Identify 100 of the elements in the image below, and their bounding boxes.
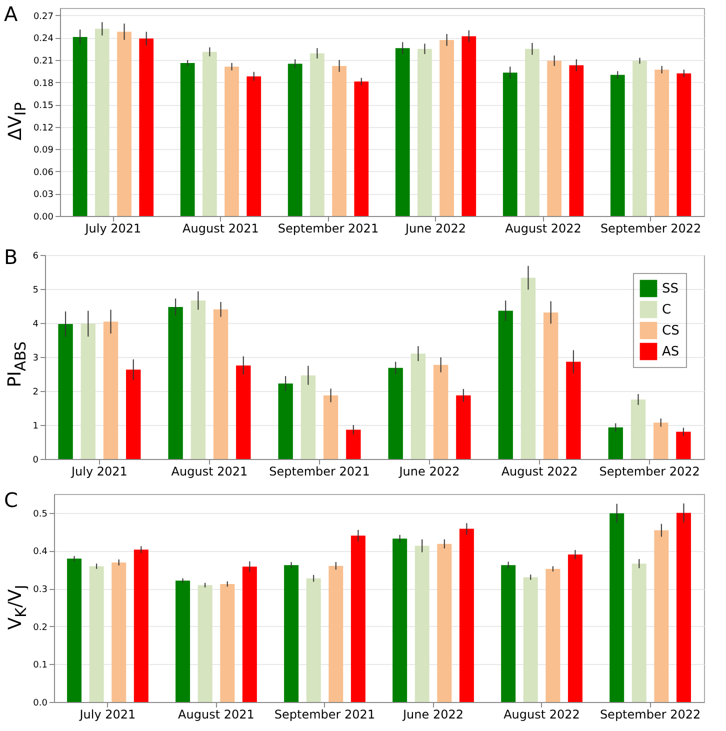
bar xyxy=(236,366,251,459)
y-tick-label: 0.24 xyxy=(33,34,54,44)
y-tick-label: 0.27 xyxy=(33,12,54,22)
y-tick-label: 5 xyxy=(32,286,38,296)
bar xyxy=(220,584,235,702)
bar xyxy=(246,76,262,216)
bar xyxy=(180,62,195,216)
x-tick-label: August 2022 xyxy=(504,708,580,722)
bar xyxy=(462,36,476,216)
bar xyxy=(72,36,88,216)
bar xyxy=(300,375,316,459)
bar xyxy=(190,300,206,459)
bar xyxy=(224,66,239,216)
bar xyxy=(67,558,82,702)
bar xyxy=(676,73,692,216)
bar xyxy=(523,577,538,702)
bar xyxy=(94,28,110,216)
bar xyxy=(632,564,646,702)
bar xyxy=(608,427,623,459)
bar xyxy=(433,364,448,459)
y-tick-label: 0.21 xyxy=(33,56,54,66)
x-tick-label: September 2021 xyxy=(278,222,379,236)
x-tick-label: June 2022 xyxy=(398,464,460,478)
bar xyxy=(139,38,154,216)
text: B xyxy=(4,245,18,269)
bar xyxy=(568,554,582,702)
y-tick-label: 0.0 xyxy=(33,698,48,708)
bar xyxy=(498,310,513,459)
bar xyxy=(168,307,183,459)
x-tick-label: July 2021 xyxy=(78,708,136,722)
y-tick-label: 4 xyxy=(32,320,39,330)
bar xyxy=(103,322,118,459)
bar xyxy=(213,309,228,459)
bar xyxy=(410,354,426,459)
x-tick-label: September 2022 xyxy=(600,222,702,236)
bar xyxy=(654,70,670,216)
x-tick-label: August 2021 xyxy=(182,222,259,236)
bar xyxy=(323,395,338,459)
y-tick-label: 0.5 xyxy=(33,509,48,520)
bar xyxy=(278,384,293,459)
bar xyxy=(346,430,361,459)
y-tick-label: 0.06 xyxy=(33,168,54,178)
bar xyxy=(547,60,562,216)
bar xyxy=(198,585,212,702)
bar xyxy=(354,82,369,216)
bar xyxy=(502,72,518,216)
y-tick-label: 0.15 xyxy=(33,101,54,112)
bar xyxy=(126,370,141,459)
x-tick-label: September 2021 xyxy=(269,464,370,478)
legend-label: AS xyxy=(662,344,680,360)
bar xyxy=(569,65,584,216)
bar xyxy=(610,513,624,702)
y-tick-label: 3 xyxy=(32,354,38,364)
bar xyxy=(459,528,474,702)
bar xyxy=(566,362,581,459)
bar xyxy=(117,32,132,216)
bar xyxy=(546,568,560,702)
y-tick-label: 1 xyxy=(32,422,38,432)
y-tick-label: 0.09 xyxy=(33,146,54,156)
bar xyxy=(202,52,217,216)
legend-label: SS xyxy=(662,282,679,296)
y-tick-label: 0.2 xyxy=(33,622,48,633)
text: A xyxy=(4,2,18,26)
bar xyxy=(395,48,410,216)
y-tick-label: 0.4 xyxy=(33,547,48,558)
y-tick-label: 2 xyxy=(32,388,38,398)
bar xyxy=(284,565,299,702)
bar xyxy=(80,324,96,459)
x-tick-label: June 2022 xyxy=(402,708,464,722)
bar xyxy=(632,60,647,216)
bar xyxy=(418,48,432,216)
text: C xyxy=(4,488,18,512)
bar xyxy=(134,550,148,702)
bar xyxy=(388,368,403,459)
bar xyxy=(310,53,324,216)
bar xyxy=(654,422,668,459)
x-tick-label: July 2021 xyxy=(70,464,128,478)
bar xyxy=(630,400,646,459)
bar xyxy=(176,580,190,702)
legend-label: CS xyxy=(662,324,680,338)
bar xyxy=(89,566,104,702)
bar xyxy=(543,312,558,459)
bar xyxy=(525,48,540,216)
y-tick-label: 0.00 xyxy=(33,212,54,222)
x-tick-label: June 2022 xyxy=(404,222,466,236)
y-tick-label: 0.18 xyxy=(33,78,54,89)
y-tick-label: 0.12 xyxy=(33,123,54,134)
bar xyxy=(328,566,344,702)
x-tick-label: August 2022 xyxy=(501,464,578,478)
bar xyxy=(306,578,321,702)
bar xyxy=(437,544,452,702)
x-tick-label: August 2022 xyxy=(505,222,582,236)
x-tick-label: September 2022 xyxy=(600,708,701,722)
bar xyxy=(676,512,691,702)
bar xyxy=(654,530,669,702)
bar xyxy=(350,536,366,702)
bar xyxy=(520,278,536,459)
legend-label: C xyxy=(662,302,672,318)
x-tick-label: August 2021 xyxy=(171,464,248,478)
bar xyxy=(440,40,454,216)
